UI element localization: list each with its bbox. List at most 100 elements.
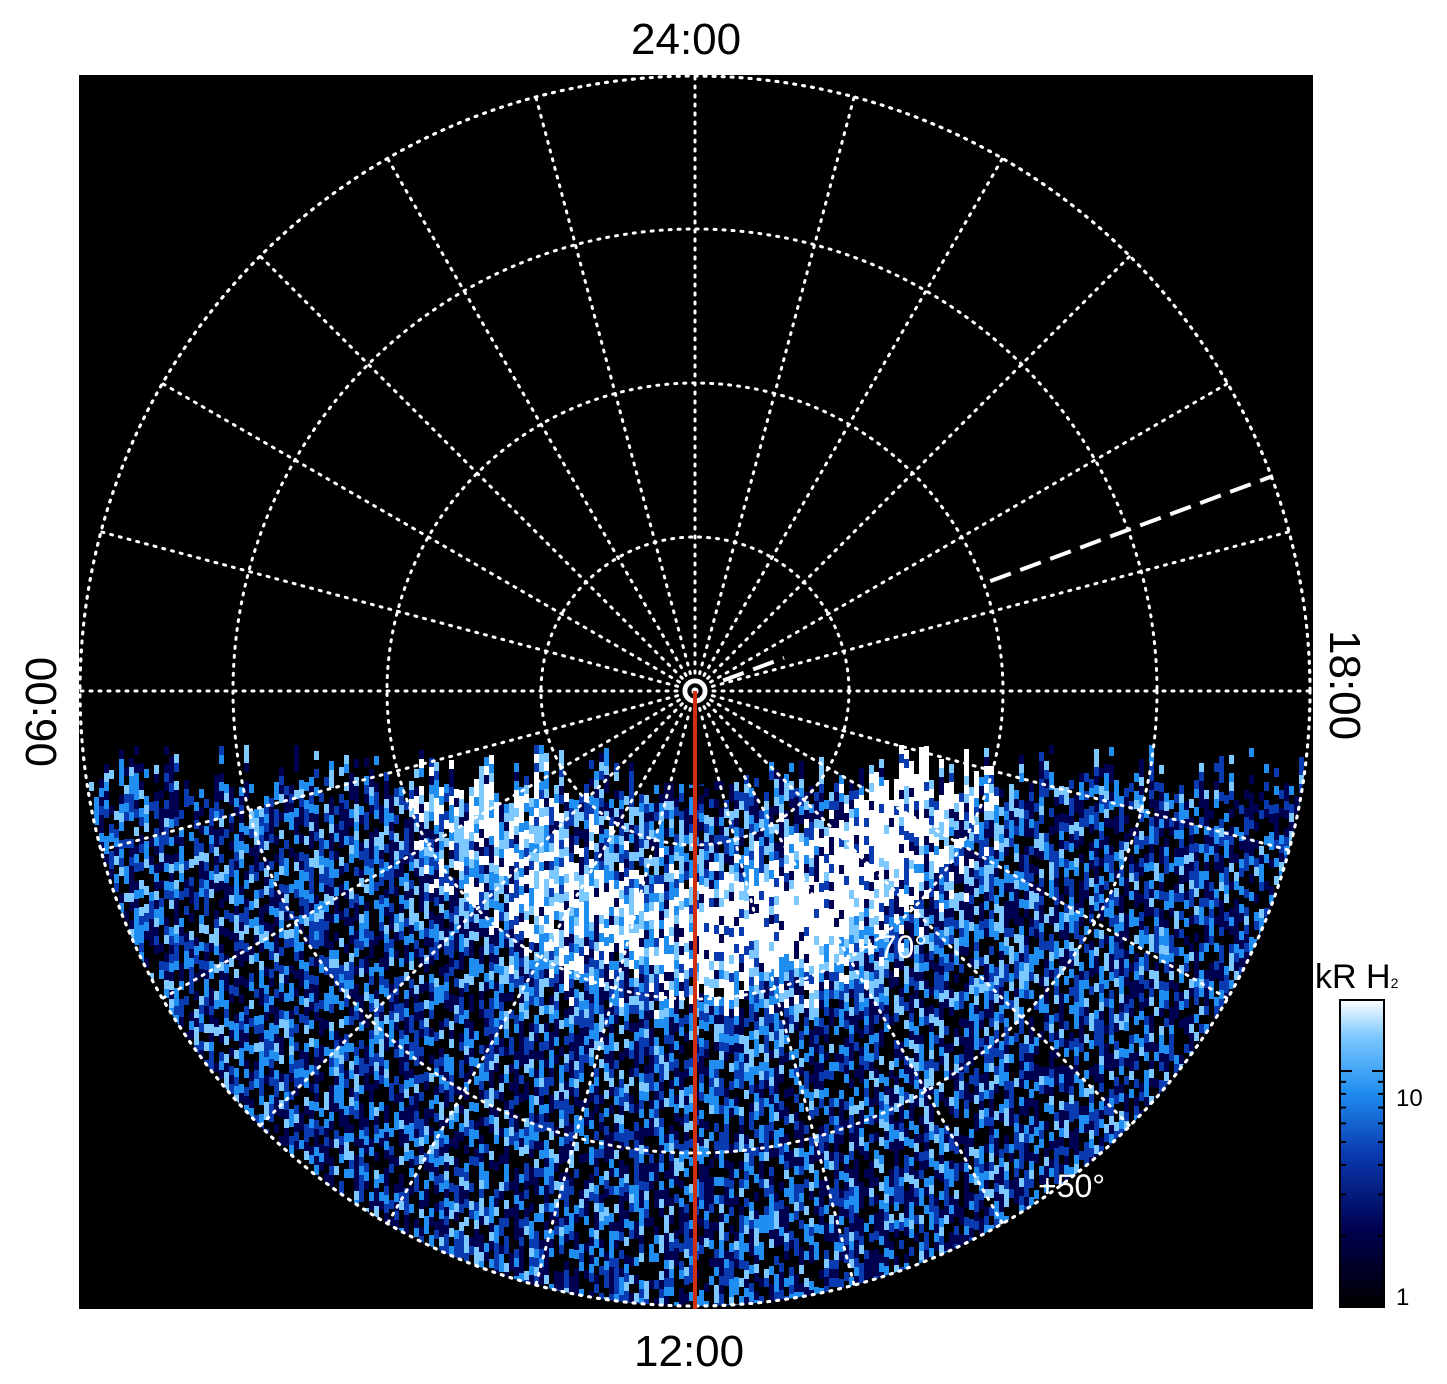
emission-pixel (539, 1060, 544, 1070)
emission-pixel (624, 1273, 629, 1283)
emission-pixel (129, 839, 134, 849)
emission-pixel (249, 892, 254, 902)
emission-pixel (564, 910, 569, 920)
emission-pixel (184, 906, 189, 916)
emission-pixel (649, 1001, 654, 1011)
emission-pixel (394, 950, 399, 960)
emission-pixel (239, 859, 244, 869)
emission-pixel (579, 857, 584, 867)
emission-pixel (154, 945, 159, 955)
emission-pixel (379, 832, 384, 842)
emission-pixel (214, 1036, 219, 1046)
emission-pixel (189, 940, 194, 950)
emission-pixel (304, 962, 309, 972)
emission-pixel (554, 1109, 559, 1119)
emission-pixel (149, 838, 154, 848)
emission-pixel (379, 1021, 384, 1031)
emission-pixel (424, 1009, 429, 1019)
emission-pixel (604, 1207, 609, 1217)
emission-pixel (529, 1104, 534, 1114)
emission-pixel (334, 851, 339, 861)
emission-pixel (574, 953, 579, 963)
emission-pixel (604, 856, 609, 866)
emission-pixel (164, 989, 169, 999)
emission-pixel (339, 1145, 344, 1155)
emission-pixel (379, 850, 384, 860)
emission-pixel (249, 802, 254, 812)
emission-pixel (414, 1120, 419, 1130)
emission-pixel (624, 868, 629, 878)
emission-pixel (204, 844, 209, 854)
emission-pixel (319, 910, 324, 920)
emission-pixel (529, 825, 534, 835)
emission-pixel (534, 1060, 539, 1070)
emission-pixel (649, 1037, 654, 1047)
emission-pixel (239, 1048, 244, 1058)
emission-pixel (569, 1096, 574, 1106)
emission-pixel (539, 889, 544, 899)
emission-pixel (464, 884, 469, 894)
emission-pixel (389, 948, 394, 958)
emission-pixel (589, 814, 594, 824)
emission-pixel (204, 1033, 209, 1043)
emission-pixel (374, 792, 379, 802)
emission-pixel (579, 929, 584, 939)
emission-pixel (534, 853, 539, 863)
emission-pixel (164, 782, 169, 792)
emission-pixel (444, 1108, 449, 1118)
emission-pixel (224, 865, 229, 875)
emission-pixel (384, 781, 389, 791)
emission-pixel (389, 993, 394, 1003)
emission-pixel (274, 863, 279, 873)
emission-pixel (424, 856, 429, 866)
emission-pixel (434, 1014, 439, 1024)
emission-pixel (164, 845, 169, 855)
emission-pixel (479, 1108, 484, 1118)
emission-pixel (319, 1009, 324, 1019)
emission-pixel (349, 1007, 354, 1017)
emission-pixel (319, 892, 324, 902)
emission-pixel (219, 1007, 224, 1017)
emission-pixel (259, 1033, 264, 1043)
emission-pixel (139, 907, 144, 917)
emission-pixel (609, 925, 614, 935)
emission-pixel (429, 812, 434, 822)
emission-pixel (279, 821, 284, 831)
emission-pixel (334, 824, 339, 834)
emission-pixel (424, 1063, 429, 1073)
emission-pixel (554, 1055, 559, 1065)
emission-pixel (549, 978, 554, 988)
emission-pixel (389, 921, 394, 931)
emission-pixel (459, 970, 464, 980)
emission-pixel (569, 1222, 574, 1232)
emission-pixel (614, 952, 619, 962)
emission-pixel (484, 1018, 489, 1028)
emission-pixel (584, 892, 589, 902)
emission-pixel (614, 880, 619, 890)
emission-pixel (184, 924, 189, 934)
emission-pixel (274, 791, 279, 801)
emission-pixel (499, 1074, 504, 1084)
emission-pixel (629, 852, 634, 862)
emission-pixel (469, 1039, 474, 1049)
emission-pixel (489, 1079, 494, 1089)
emission-pixel (509, 1262, 514, 1272)
emission-pixel (644, 1299, 649, 1306)
emission-pixel (644, 1128, 649, 1138)
emission-pixel (119, 813, 124, 823)
emission-pixel (614, 1015, 619, 1025)
emission-pixel (294, 1087, 299, 1097)
emission-pixel (629, 906, 634, 916)
emission-pixel (349, 1151, 354, 1161)
emission-pixel (519, 814, 524, 824)
emission-pixel (444, 982, 449, 992)
emission-pixel (504, 1191, 509, 1201)
emission-pixel (249, 838, 254, 848)
emission-pixel (619, 1025, 624, 1035)
emission-pixel (474, 1130, 479, 1140)
emission-pixel (644, 1236, 649, 1246)
emission-pixel (369, 1057, 374, 1067)
emission-pixel (409, 1042, 414, 1052)
emission-pixel (294, 808, 299, 818)
emission-pixel (629, 807, 634, 817)
